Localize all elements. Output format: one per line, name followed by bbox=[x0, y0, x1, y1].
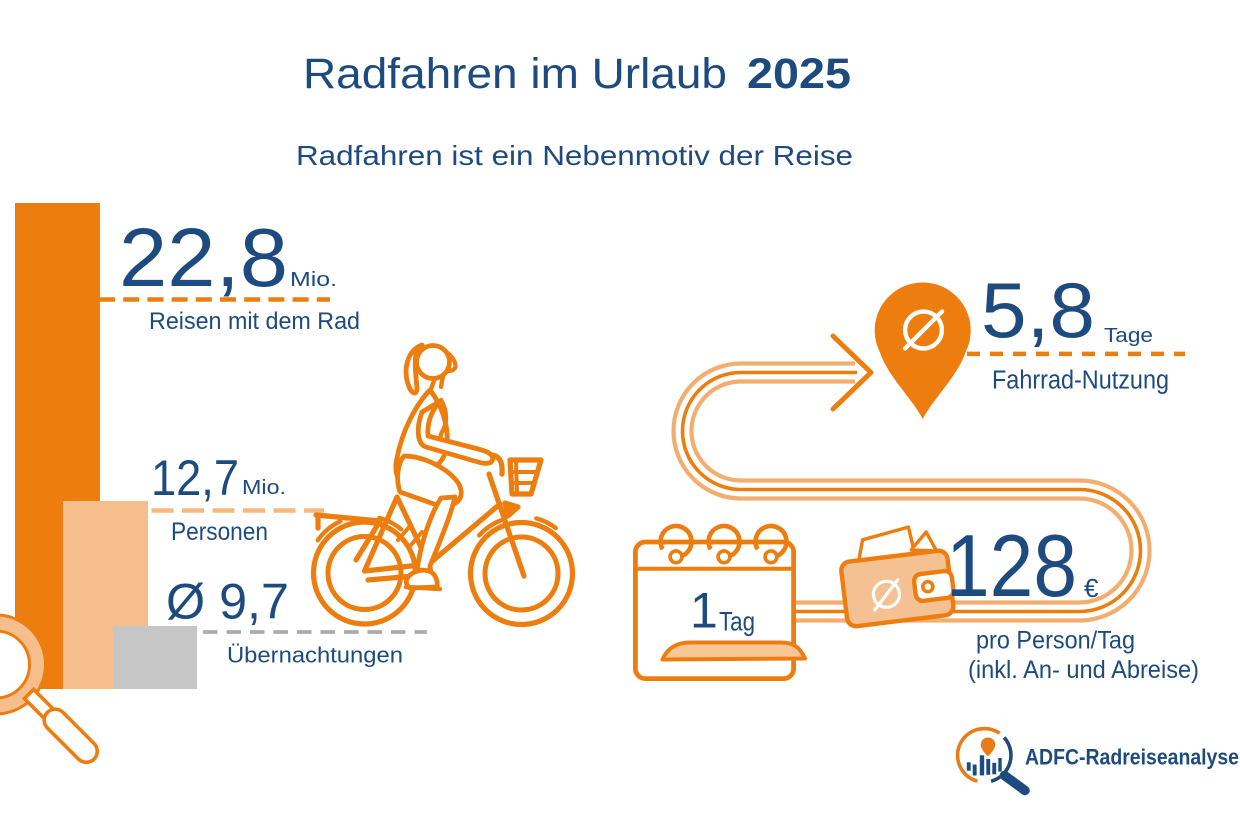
svg-text:22,8: 22,8 bbox=[119, 211, 288, 304]
svg-text:Mio.: Mio. bbox=[242, 477, 286, 499]
svg-text:Personen: Personen bbox=[171, 518, 268, 546]
svg-text:Radfahren im Urlaub: Radfahren im Urlaub bbox=[303, 50, 727, 98]
svg-text:128: 128 bbox=[946, 516, 1077, 615]
svg-text:Mio.: Mio. bbox=[290, 269, 337, 291]
svg-text:2025: 2025 bbox=[747, 50, 851, 98]
svg-text:Tag: Tag bbox=[719, 607, 755, 637]
svg-text:5,8: 5,8 bbox=[981, 266, 1095, 354]
svg-text:Fahrrad-Nutzung: Fahrrad-Nutzung bbox=[992, 367, 1169, 395]
svg-text:Reisen mit dem Rad: Reisen mit dem Rad bbox=[149, 308, 360, 335]
svg-text:12,7: 12,7 bbox=[151, 450, 239, 506]
svg-text:€: € bbox=[1084, 573, 1099, 603]
svg-text:Tage: Tage bbox=[1104, 324, 1153, 347]
svg-text:Ø 9,7: Ø 9,7 bbox=[166, 574, 289, 630]
svg-text:Radfahren ist ein Nebenmotiv d: Radfahren ist ein Nebenmotiv der Reise bbox=[296, 140, 853, 171]
svg-text:(inkl. An- und Abreise): (inkl. An- und Abreise) bbox=[968, 656, 1199, 684]
svg-text:Übernachtungen: Übernachtungen bbox=[227, 643, 403, 668]
svg-text:ADFC-Radreiseanalyse: ADFC-Radreiseanalyse bbox=[1025, 745, 1239, 770]
svg-text:1: 1 bbox=[690, 583, 718, 639]
svg-text:pro Person/Tag: pro Person/Tag bbox=[976, 627, 1135, 655]
